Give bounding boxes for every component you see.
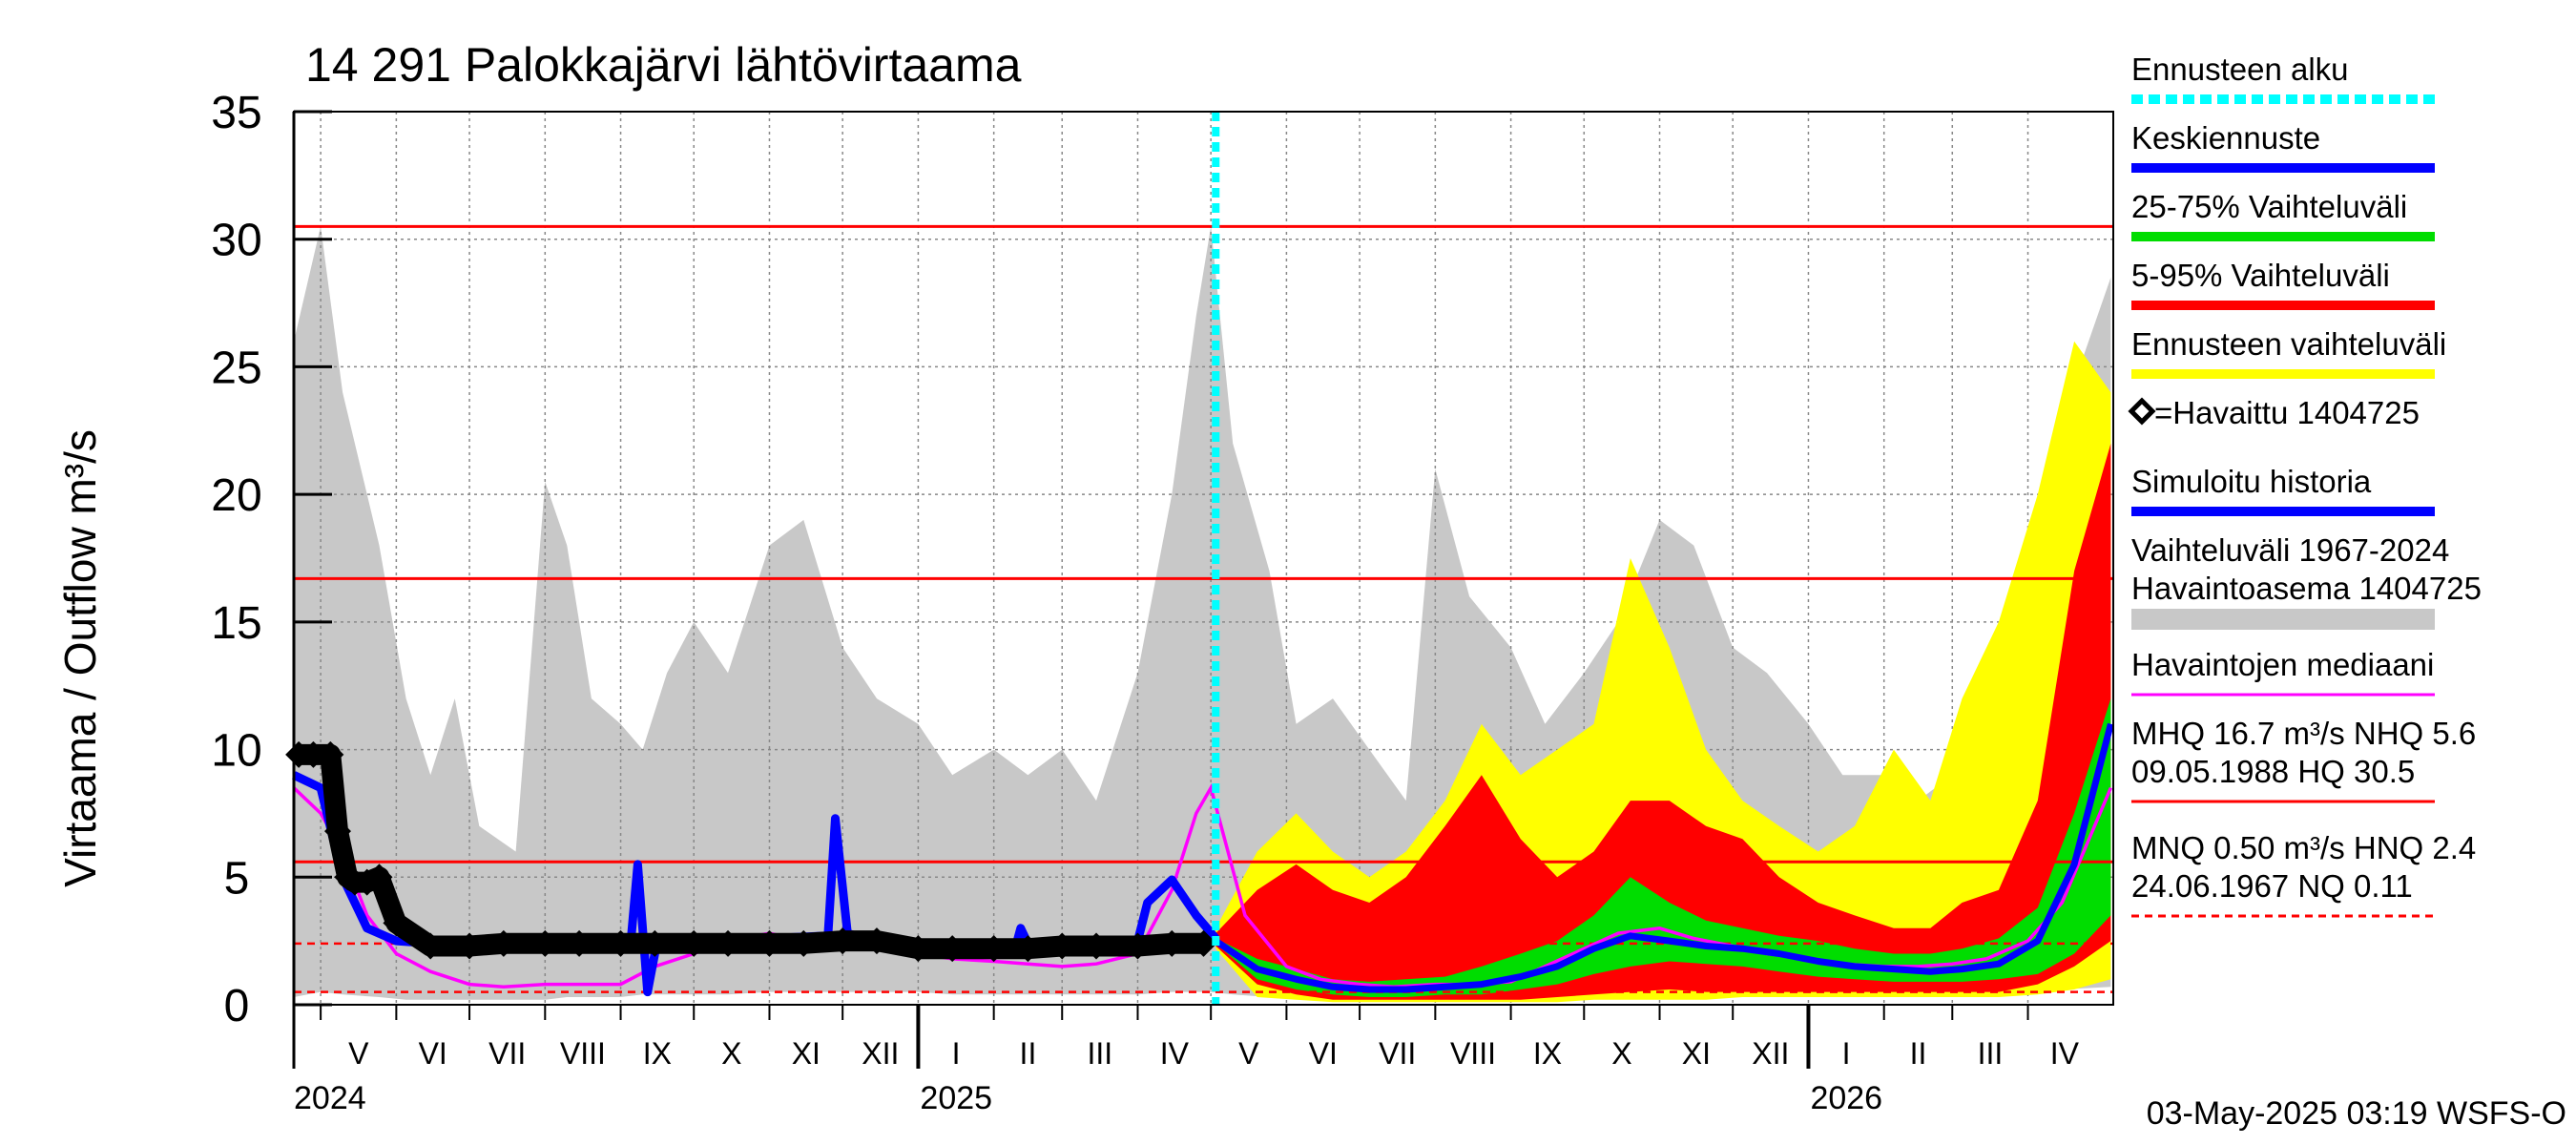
observed-point bbox=[566, 929, 593, 957]
x-tick-label: VI bbox=[1309, 1036, 1338, 1071]
legend-label: Havaintojen mediaani bbox=[2131, 647, 2434, 682]
legend-swatch bbox=[2131, 609, 2435, 630]
observed-point bbox=[531, 929, 559, 957]
x-tick-label: XI bbox=[792, 1036, 821, 1071]
legend-label: Ennusteen vaihteluväli bbox=[2131, 326, 2446, 362]
legend-item: 5-95% Vaihteluväli bbox=[2131, 258, 2435, 310]
observed-point bbox=[980, 935, 1008, 963]
legend-label: Vaihteluväli 1967-2024 bbox=[2131, 532, 2449, 568]
x-tick-label: VI bbox=[419, 1036, 447, 1071]
legend-label: =Havaittu 1404725 bbox=[2154, 395, 2420, 430]
x-tick-label: III bbox=[1088, 1036, 1113, 1071]
observed-point bbox=[1083, 932, 1111, 960]
legend-item: Vaihteluväli 1967-2024 Havaintoasema 140… bbox=[2131, 532, 2482, 630]
observed-point bbox=[1049, 932, 1076, 960]
x-tick-label: I bbox=[952, 1036, 961, 1071]
x-tick-label: XII bbox=[1752, 1036, 1789, 1071]
median-forecast-line bbox=[1214, 722, 2114, 993]
y-tick-label: 15 bbox=[211, 598, 261, 649]
observed-point bbox=[829, 927, 857, 955]
legend-item: MNQ 0.50 m³/s HNQ 2.424.06.1967 NQ 0.11 bbox=[2131, 830, 2476, 918]
x-tick-label: I bbox=[1842, 1036, 1851, 1071]
observed-point bbox=[939, 935, 966, 963]
legend-item: Havaintojen mediaani bbox=[2131, 647, 2435, 697]
legend-item: MHQ 16.7 m³/s NHQ 5.609.05.1988 HQ 30.5 bbox=[2131, 716, 2476, 803]
x-tick-label: II bbox=[1020, 1036, 1037, 1071]
observed-point bbox=[680, 929, 708, 957]
observed-point bbox=[417, 932, 445, 960]
legend-diamond bbox=[2128, 397, 2156, 426]
x-tick-label: VIII bbox=[560, 1036, 606, 1071]
legend-label: MHQ 16.7 m³/s NHQ 5.6 bbox=[2131, 716, 2476, 751]
y-axis-label: Virtaama / Outflow m³/s bbox=[55, 429, 105, 887]
observed-point bbox=[1190, 929, 1217, 957]
observed-point bbox=[641, 929, 669, 957]
y-tick-label: 25 bbox=[211, 343, 261, 393]
legend-label: Havaintoasema 1404725 bbox=[2131, 571, 2482, 606]
x-tick-label: XII bbox=[862, 1036, 899, 1071]
legend-item: Ennusteen vaihteluväli bbox=[2131, 326, 2446, 379]
legend-label: Keskiennuste bbox=[2131, 120, 2320, 156]
legend-label: 09.05.1988 HQ 30.5 bbox=[2131, 754, 2415, 789]
legend-label: Simuloitu historia bbox=[2131, 464, 2372, 499]
observed-point bbox=[1124, 932, 1152, 960]
legend: Ennusteen alku Keskiennuste 25-75% Vaihtel… bbox=[2128, 52, 2482, 918]
y-tick-label: 5 bbox=[224, 853, 250, 904]
timestamp: 03-May-2025 03:19 WSFS-O bbox=[2147, 1095, 2566, 1132]
observed-point bbox=[904, 935, 932, 963]
observed-point bbox=[285, 740, 313, 768]
x-tick-label: V bbox=[348, 1036, 369, 1071]
x-tick-label: XI bbox=[1682, 1036, 1711, 1071]
observed-markers bbox=[285, 740, 1217, 963]
observed-point bbox=[1158, 929, 1186, 957]
observed-point bbox=[456, 932, 484, 960]
y-tick-label: 35 bbox=[211, 88, 261, 138]
year-label: 2025 bbox=[920, 1080, 992, 1116]
observed-point bbox=[383, 909, 410, 937]
x-tick-label: IV bbox=[2050, 1036, 2080, 1071]
y-tick-label: 30 bbox=[211, 216, 261, 266]
x-tick-label: V bbox=[1238, 1036, 1259, 1071]
legend-item: Keskiennuste bbox=[2131, 120, 2435, 173]
legend-label: Ennusteen alku bbox=[2131, 52, 2349, 87]
observed-point bbox=[365, 864, 393, 891]
y-tick-label: 0 bbox=[224, 981, 250, 1031]
x-tick-label: III bbox=[1978, 1036, 2004, 1071]
y-tick-label: 10 bbox=[211, 726, 261, 777]
legend-label: 24.06.1967 NQ 0.11 bbox=[2131, 868, 2413, 904]
observed-point bbox=[1014, 935, 1042, 963]
chart-title: 14 291 Palokkajärvi lähtövirtaama bbox=[305, 38, 1022, 92]
x-tick-label: IX bbox=[643, 1036, 672, 1071]
observed-point bbox=[300, 740, 327, 768]
observed-point bbox=[790, 929, 818, 957]
plot-area bbox=[285, 111, 2114, 1005]
observed-point bbox=[715, 929, 742, 957]
year-label: 2024 bbox=[294, 1080, 366, 1116]
x-tick-label: VII bbox=[488, 1036, 526, 1071]
observed-point bbox=[756, 929, 783, 957]
x-tick-label: II bbox=[1910, 1036, 1927, 1071]
legend-item: Simuloitu historia bbox=[2131, 464, 2435, 516]
legend-item: =Havaittu 1404725 bbox=[2128, 395, 2420, 430]
x-tick-label: X bbox=[721, 1036, 741, 1071]
x-tick-label: VIII bbox=[1450, 1036, 1496, 1071]
x-tick-label: VII bbox=[1379, 1036, 1416, 1071]
observed-point bbox=[607, 929, 634, 957]
legend-item: Ennusteen alku bbox=[2131, 52, 2435, 104]
x-tick-label: IX bbox=[1533, 1036, 1562, 1071]
y-tick-label: 20 bbox=[211, 470, 261, 521]
observed-point bbox=[862, 927, 890, 955]
x-tick-label: IV bbox=[1160, 1036, 1190, 1071]
observed-point bbox=[317, 740, 344, 768]
legend-label: MNQ 0.50 m³/s HNQ 2.4 bbox=[2131, 830, 2476, 865]
legend-label: 25-75% Vaihteluväli bbox=[2131, 189, 2407, 224]
year-label: 2026 bbox=[1810, 1080, 1882, 1116]
observed-point bbox=[489, 929, 517, 957]
observed-point bbox=[324, 818, 352, 845]
legend-item: 25-75% Vaihteluväli bbox=[2131, 189, 2435, 241]
legend-label: 5-95% Vaihteluväli bbox=[2131, 258, 2390, 293]
x-tick-label: X bbox=[1611, 1036, 1631, 1071]
